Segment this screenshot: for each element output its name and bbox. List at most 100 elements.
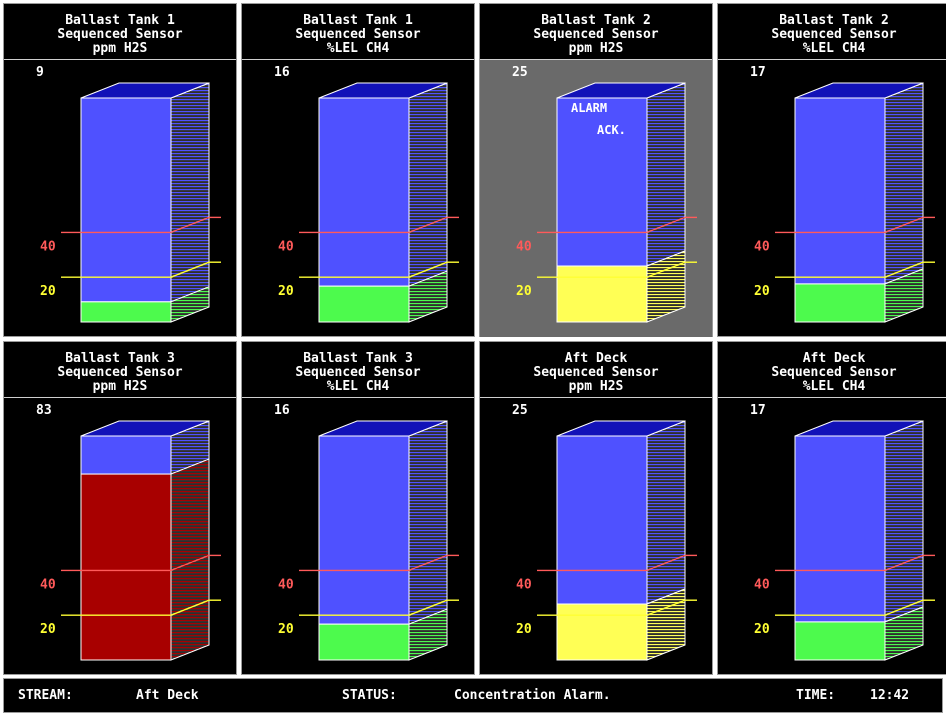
- tank-front-empty: [318, 435, 410, 625]
- sensor-panel[interactable]: Aft Deck Sequenced Sensor ppm H2S 25 40 20: [479, 341, 713, 675]
- reading-value: 17: [750, 403, 766, 418]
- status-bar: STREAM: Aft Deck STATUS: Concentration A…: [3, 678, 943, 713]
- sensor-location: Aft Deck: [802, 351, 866, 366]
- low-alarm-label: 20: [278, 284, 294, 299]
- low-alarm-label: 20: [754, 622, 770, 637]
- high-alarm-label: 40: [278, 239, 294, 254]
- low-alarm-line: [537, 599, 697, 616]
- reading-value: 16: [274, 65, 290, 80]
- gauge-area: 83 40 20: [4, 397, 236, 675]
- sensor-type: Sequenced Sensor: [57, 27, 183, 42]
- sensor-panel[interactable]: Ballast Tank 1 Sequenced Sensor ppm H2S 9 40…: [3, 3, 237, 337]
- gauge-area: 25 40 20 ALARM ACK.: [480, 59, 712, 337]
- sensor-panel[interactable]: Ballast Tank 1 Sequenced Sensor %LEL CH4 16…: [241, 3, 475, 337]
- low-alarm-label: 20: [40, 284, 56, 299]
- sensor-units: ppm H2S: [568, 379, 624, 394]
- sensor-header: Ballast Tank 1 Sequenced Sensor %LEL CH4: [242, 4, 474, 58]
- tank-level-bar: [794, 283, 886, 323]
- status-value: Concentration Alarm.: [454, 688, 611, 703]
- tank-level-bar: [80, 473, 172, 661]
- ack-text: ACK.: [597, 123, 626, 137]
- reading-value: 25: [512, 65, 528, 80]
- sensor-grid: Ballast Tank 1 Sequenced Sensor ppm H2S 9 40…: [3, 3, 946, 675]
- tank-side-empty: [884, 82, 924, 285]
- sensor-type: Sequenced Sensor: [295, 27, 421, 42]
- status-label: STATUS:: [342, 688, 397, 703]
- low-alarm-line: [61, 261, 221, 278]
- low-alarm-line: [299, 599, 459, 616]
- sensor-panel[interactable]: Ballast Tank 2 Sequenced Sensor %LEL CH4 17…: [717, 3, 946, 337]
- sensor-type: Sequenced Sensor: [533, 365, 659, 380]
- high-alarm-label: 40: [40, 577, 56, 592]
- tank-side-empty: [408, 82, 448, 287]
- low-alarm-label: 20: [754, 284, 770, 299]
- tank-level-bar: [794, 621, 886, 661]
- tank-side-empty: [646, 420, 686, 605]
- sensor-type: Sequenced Sensor: [771, 365, 897, 380]
- reading-value: 16: [274, 403, 290, 418]
- stream-label: STREAM:: [18, 688, 73, 703]
- sensor-location: Aft Deck: [564, 351, 628, 366]
- reading-value: 83: [36, 403, 52, 418]
- high-alarm-label: 40: [516, 577, 532, 592]
- sensor-units: ppm H2S: [92, 41, 148, 56]
- high-alarm-line: [299, 216, 459, 234]
- tank-gauge: 40 20: [40, 420, 221, 661]
- high-alarm-line: [299, 554, 459, 572]
- sensor-units: %LEL CH4: [802, 379, 866, 394]
- tank-front-empty: [318, 97, 410, 287]
- low-alarm-line: [61, 599, 221, 616]
- high-alarm-label: 40: [40, 239, 56, 254]
- tank-front-empty: [80, 435, 172, 475]
- sensor-type: Sequenced Sensor: [57, 365, 183, 380]
- reading-value: 9: [36, 65, 44, 80]
- tank-gauge: 40 20: [754, 420, 935, 661]
- stream-value: Aft Deck: [136, 688, 199, 703]
- low-alarm-label: 20: [516, 622, 532, 637]
- tank-level-bar: [80, 301, 172, 323]
- sensor-panel[interactable]: Ballast Tank 3 Sequenced Sensor %LEL CH4 16…: [241, 341, 475, 675]
- high-alarm-label: 40: [278, 577, 294, 592]
- sensor-header: Ballast Tank 1 Sequenced Sensor ppm H2S: [4, 4, 236, 58]
- sensor-header: Ballast Tank 3 Sequenced Sensor %LEL CH4: [242, 342, 474, 396]
- sensor-panel[interactable]: Aft Deck Sequenced Sensor %LEL CH4 17 40 20: [717, 341, 946, 675]
- tank-front-empty: [80, 97, 172, 303]
- low-alarm-line: [775, 261, 935, 278]
- gauge-area: 17 40 20: [718, 397, 946, 675]
- tank-level-bar: [556, 265, 648, 323]
- reading-value: 25: [512, 403, 528, 418]
- time-label: TIME:: [796, 688, 836, 703]
- low-alarm-line: [299, 261, 459, 278]
- sensor-type: Sequenced Sensor: [771, 27, 897, 42]
- sensor-units: ppm H2S: [568, 41, 624, 56]
- high-alarm-line: [775, 554, 935, 572]
- low-alarm-label: 20: [516, 284, 532, 299]
- gauge-area: 9 40 20: [4, 59, 236, 337]
- sensor-units: %LEL CH4: [802, 41, 866, 56]
- tank-side-empty: [646, 82, 686, 267]
- low-alarm-label: 20: [40, 622, 56, 637]
- tank-level-bar: [318, 623, 410, 661]
- sensor-location: Ballast Tank 2: [541, 13, 651, 28]
- high-alarm-line: [775, 216, 935, 234]
- tank-gauge: 40 20: [754, 82, 935, 323]
- tank-gauge: 40 20: [516, 420, 697, 661]
- sensor-location: Ballast Tank 3: [65, 351, 175, 366]
- sensor-type: Sequenced Sensor: [295, 365, 421, 380]
- high-alarm-line: [537, 554, 697, 572]
- high-alarm-label: 40: [754, 577, 770, 592]
- tank-gauge: 40 20 ALARM ACK.: [516, 82, 697, 323]
- tank-side-level: [170, 458, 210, 661]
- high-alarm-label: 40: [754, 239, 770, 254]
- low-alarm-line: [537, 261, 697, 278]
- gauge-area: 17 40 20: [718, 59, 946, 337]
- tank-front-empty: [794, 435, 886, 623]
- tank-side-empty: [884, 420, 924, 623]
- sensor-panel[interactable]: Ballast Tank 3 Sequenced Sensor ppm H2S 83 4…: [3, 341, 237, 675]
- tank-gauge: 40 20: [278, 420, 459, 661]
- tank-gauge: 40 20: [278, 82, 459, 323]
- sensor-location: Ballast Tank 1: [65, 13, 175, 28]
- sensor-units: %LEL CH4: [326, 379, 390, 394]
- high-alarm-line: [537, 216, 697, 234]
- sensor-panel[interactable]: Ballast Tank 2 Sequenced Sensor ppm H2S 25 4…: [479, 3, 713, 337]
